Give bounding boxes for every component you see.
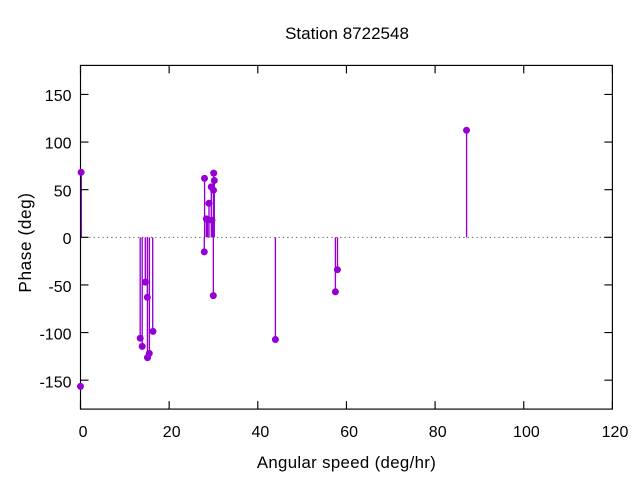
svg-text:0: 0 (63, 231, 72, 248)
svg-text:Station 8722548: Station 8722548 (285, 24, 409, 43)
svg-text:Angular speed (deg/hr): Angular speed (deg/hr) (257, 453, 436, 472)
svg-text:80: 80 (429, 424, 447, 441)
svg-text:Phase (deg): Phase (deg) (15, 192, 35, 292)
svg-text:0: 0 (79, 424, 88, 441)
svg-text:-50: -50 (48, 279, 71, 296)
svg-text:120: 120 (602, 424, 629, 441)
svg-text:40: 40 (252, 424, 270, 441)
svg-text:150: 150 (45, 88, 72, 105)
svg-text:-150: -150 (39, 374, 71, 391)
svg-text:60: 60 (340, 424, 358, 441)
svg-text:100: 100 (45, 136, 72, 153)
svg-text:20: 20 (163, 424, 181, 441)
svg-text:100: 100 (513, 424, 540, 441)
svg-text:50: 50 (54, 183, 72, 200)
svg-text:-100: -100 (39, 327, 71, 344)
